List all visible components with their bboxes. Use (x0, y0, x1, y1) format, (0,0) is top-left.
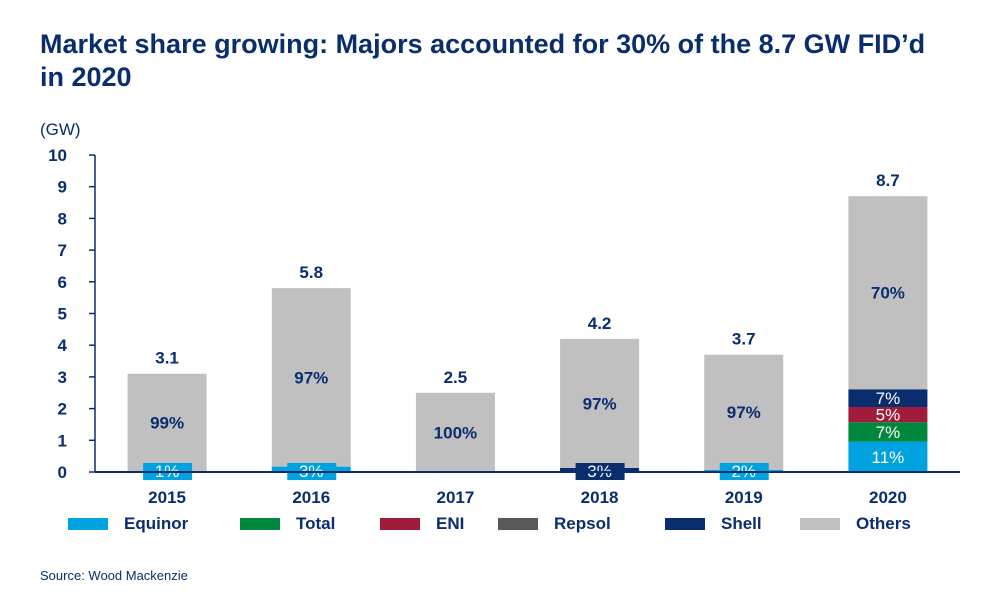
bar-segment-eni (848, 407, 928, 423)
legend-label: ENI (436, 514, 465, 533)
chart-title: Market share growing: Majors accounted f… (40, 29, 926, 92)
y-tick-label: 5 (58, 305, 67, 324)
bar-total-label: 2.5 (444, 368, 468, 387)
legend-label: Repsol (554, 514, 611, 533)
bar-segment-others (415, 392, 495, 472)
bar-total-label: 4.2 (588, 314, 612, 333)
legend-swatch (800, 518, 840, 530)
x-tick-label: 2015 (148, 488, 186, 507)
legend-item-equinor: Equinor (68, 514, 188, 534)
legend-swatch (665, 518, 705, 530)
segment-label: 70% (871, 284, 905, 303)
bar-segment-shell (848, 389, 928, 408)
bar-segment-others (704, 354, 784, 470)
x-tick-label: 2019 (725, 488, 763, 507)
y-tick-label: 0 (58, 463, 67, 482)
legend-item-repsol: Repsol (498, 514, 611, 534)
x-tick-label: 2020 (869, 488, 907, 507)
y-tick-label: 3 (58, 368, 67, 387)
y-tick-label: 7 (58, 241, 67, 260)
y-tick-label: 9 (58, 178, 67, 197)
legend-label: Others (856, 514, 911, 533)
legend-label: Total (296, 514, 336, 533)
bar-total-label: 5.8 (299, 263, 323, 282)
legend-swatch (380, 518, 420, 530)
x-tick-label: 2017 (437, 488, 475, 507)
x-tick-label: 2016 (292, 488, 330, 507)
segment-label: 7% (876, 423, 901, 442)
bar-total-label: 3.7 (732, 330, 756, 349)
segment-label: 99% (150, 413, 184, 432)
y-tick-label: 8 (58, 209, 67, 228)
y-tick-label: 6 (58, 273, 67, 292)
legend-item-eni: ENI (380, 514, 464, 534)
bar-segment-others (271, 288, 351, 467)
bar-segment-others (848, 196, 928, 390)
bar-segment-others (560, 338, 640, 468)
y-tick-label: 4 (58, 336, 68, 355)
legend-swatch (68, 518, 108, 530)
segment-label: 97% (294, 368, 328, 387)
legend-item-total: Total (240, 514, 335, 534)
bar-segment-equinor (848, 441, 928, 472)
segment-label: 97% (727, 403, 761, 422)
bar-total-label: 3.1 (155, 349, 179, 368)
segment-label: 100% (434, 423, 477, 442)
legend-item-others: Others (800, 514, 911, 534)
bar-segment-others (127, 373, 207, 472)
y-tick-label: 10 (48, 146, 67, 165)
bar-segment-total (848, 422, 928, 442)
legend-label: Equinor (124, 514, 189, 533)
bar-total-label: 8.7 (876, 171, 900, 190)
legend-item-shell: Shell (665, 514, 762, 534)
x-tick-label: 2018 (581, 488, 619, 507)
legend-swatch (240, 518, 280, 530)
y-tick-label: 2 (58, 400, 67, 419)
segment-label: 11% (872, 448, 905, 467)
segment-label: 97% (583, 394, 617, 413)
y-tick-label: 1 (58, 431, 67, 450)
legend: Equinor Total ENI Repsol Shell Others (0, 514, 1000, 536)
segment-label: 5% (876, 406, 901, 425)
legend-swatch (498, 518, 538, 530)
legend-label: Shell (721, 514, 762, 533)
source-note: Source: Wood Mackenzie (40, 568, 188, 583)
segment-label: 7% (876, 389, 901, 408)
y-axis-unit: (GW) (40, 120, 81, 139)
